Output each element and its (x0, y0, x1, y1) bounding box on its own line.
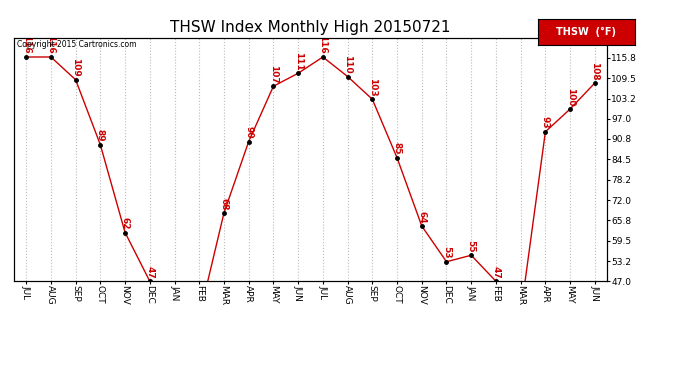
Text: 108: 108 (591, 62, 600, 80)
Text: 111: 111 (294, 52, 303, 70)
Text: 47: 47 (146, 266, 155, 279)
Text: 85: 85 (393, 142, 402, 155)
Text: 37: 37 (0, 374, 1, 375)
Text: 107: 107 (269, 65, 278, 84)
Text: 31: 31 (0, 374, 1, 375)
Text: 116: 116 (318, 36, 327, 54)
Text: 109: 109 (71, 58, 80, 77)
Text: 100: 100 (566, 88, 575, 106)
Title: THSW Index Monthly High 20150721: THSW Index Monthly High 20150721 (170, 20, 451, 35)
Text: 47: 47 (491, 266, 500, 279)
Text: 103: 103 (368, 78, 377, 96)
Text: 53: 53 (442, 246, 451, 259)
Text: THSW  (°F): THSW (°F) (557, 27, 616, 37)
Text: 89: 89 (96, 129, 105, 142)
Text: 36: 36 (0, 374, 1, 375)
Text: 55: 55 (466, 240, 475, 252)
Text: 116: 116 (21, 36, 30, 54)
Text: 90: 90 (244, 126, 253, 139)
Text: 93: 93 (541, 116, 550, 129)
Text: 116: 116 (46, 36, 55, 54)
Text: 64: 64 (417, 211, 426, 223)
Text: Copyright 2015 Cartronics.com: Copyright 2015 Cartronics.com (17, 40, 136, 49)
Text: 62: 62 (121, 217, 130, 230)
Text: 68: 68 (219, 198, 228, 210)
Text: 110: 110 (343, 55, 352, 74)
